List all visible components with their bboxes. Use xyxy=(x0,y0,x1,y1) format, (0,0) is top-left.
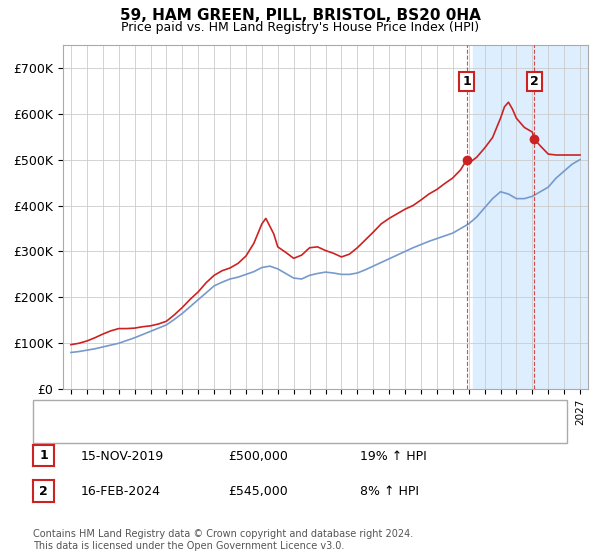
FancyBboxPatch shape xyxy=(33,400,568,443)
Text: 16-FEB-2024: 16-FEB-2024 xyxy=(81,485,161,498)
Text: 59, HAM GREEN, PILL, BRISTOL, BS20 0HA: 59, HAM GREEN, PILL, BRISTOL, BS20 0HA xyxy=(119,8,481,24)
Bar xyxy=(473,45,588,389)
Text: Price paid vs. HM Land Registry's House Price Index (HPI): Price paid vs. HM Land Registry's House … xyxy=(121,21,479,34)
Text: 15-NOV-2019: 15-NOV-2019 xyxy=(81,450,164,463)
Text: Contains HM Land Registry data © Crown copyright and database right 2024.
This d: Contains HM Land Registry data © Crown c… xyxy=(33,529,413,551)
Text: £545,000: £545,000 xyxy=(228,485,288,498)
Text: 19% ↑ HPI: 19% ↑ HPI xyxy=(360,450,427,463)
Text: 1: 1 xyxy=(463,75,471,88)
Text: 59, HAM GREEN, PILL, BRISTOL, BS20 0HA (detached house): 59, HAM GREEN, PILL, BRISTOL, BS20 0HA (… xyxy=(84,407,421,417)
Text: HPI: Average price, detached house, North Somerset: HPI: Average price, detached house, Nort… xyxy=(84,431,379,441)
Text: 1: 1 xyxy=(39,449,48,463)
Text: £500,000: £500,000 xyxy=(228,450,288,463)
Text: 2: 2 xyxy=(39,484,48,498)
Text: 8% ↑ HPI: 8% ↑ HPI xyxy=(360,485,419,498)
Text: 2: 2 xyxy=(530,75,539,88)
